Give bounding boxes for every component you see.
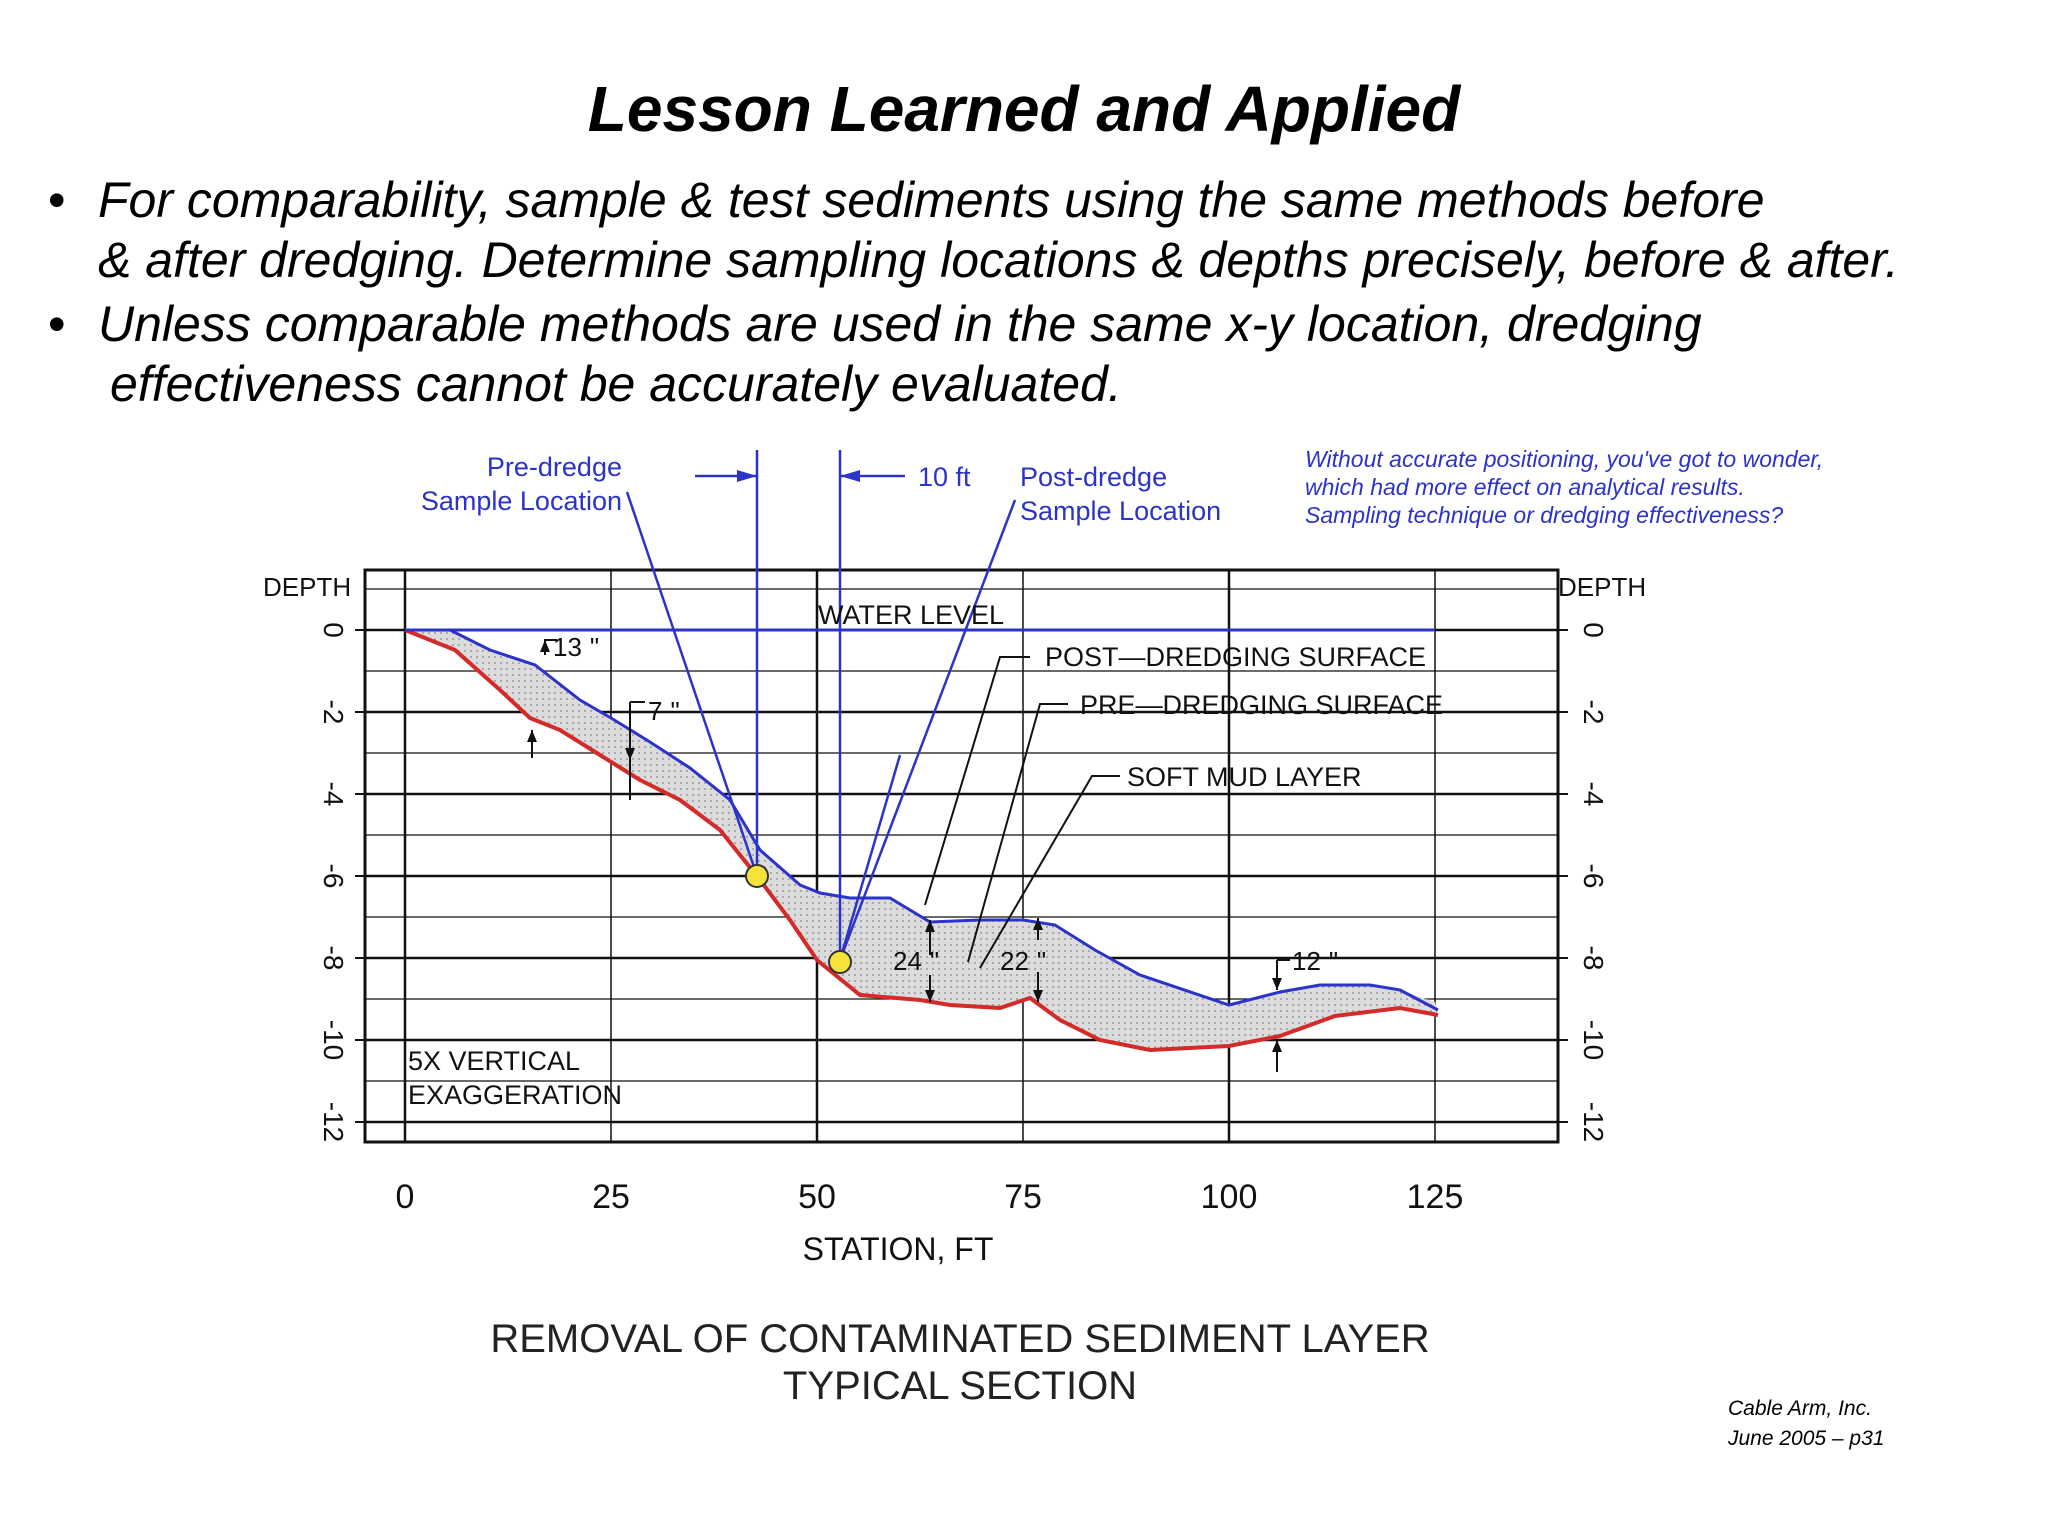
station-tick-0: 0 xyxy=(396,1178,415,1216)
pre-dredge-sample-marker xyxy=(745,864,769,888)
depth-tick-right-0: 0 xyxy=(1578,622,1609,638)
depth-tick-right-4: -4 xyxy=(1578,782,1609,807)
depth-tick-left-4: -4 xyxy=(318,782,349,807)
credit-line-1: Cable Arm, Inc. xyxy=(1728,1397,1872,1420)
bullet-1-line-1: For comparability, sample & test sedimen… xyxy=(98,172,1765,228)
soft-mud-layer xyxy=(405,630,1438,1050)
bullet-1: • For comparability, sample & test sedim… xyxy=(48,170,2028,290)
pre-dredging-surface-label: PRE—DREDGING SURFACE xyxy=(1080,690,1443,720)
station-tick-75: 75 xyxy=(1004,1178,1042,1216)
bullet-2: • Unless comparable methods are used in … xyxy=(48,294,2028,414)
bullet-1-marker: • xyxy=(48,172,66,228)
post-dredging-surface-label: POST—DREDGING SURFACE xyxy=(1045,642,1426,672)
pre-dredging-leader xyxy=(967,703,1068,963)
caption-line-1: REMOVAL OF CONTAMINATED SEDIMENT LAYER xyxy=(490,1317,1429,1361)
thickness-7-label: 7 " xyxy=(648,696,680,726)
pre-dredging-surface-line xyxy=(404,628,1439,1053)
depth-tick-left-6: -6 xyxy=(318,864,349,889)
credit: Cable Arm, Inc. June 2005 – p31 xyxy=(1728,1394,1884,1454)
thickness-13-label: 13 " xyxy=(553,632,599,662)
depth-tick-left-10: -10 xyxy=(318,1020,349,1060)
pre-dredge-label-line-1: Pre-dredge xyxy=(487,452,622,482)
post-dredge-sample-marker xyxy=(828,950,852,974)
thickness-22-label: 22 " xyxy=(1000,946,1046,976)
depth-tick-right-6: -6 xyxy=(1578,864,1609,889)
note-line-1: Without accurate positioning, you've got… xyxy=(1305,446,1823,472)
water-level-label: WATER LEVEL xyxy=(818,600,1004,630)
post-dredge-pointer-line-2 xyxy=(838,754,902,961)
slide-title: Lesson Learned and Applied xyxy=(587,73,1461,145)
depth-tick-right-12: -12 xyxy=(1578,1102,1609,1142)
thickness-24-label: 24 " xyxy=(893,946,939,976)
credit-line-2: June 2005 – p31 xyxy=(1728,1427,1885,1450)
depth-tick-left-2: -2 xyxy=(318,700,349,725)
pre-dredge-label-line-2: Sample Location xyxy=(421,486,622,516)
station-tick-50: 50 xyxy=(798,1178,836,1216)
note-line-3: Sampling technique or dredging effective… xyxy=(1305,502,1783,528)
offset-arrow-right-head xyxy=(840,470,860,482)
exaggeration-line-1: 5X VERTICAL xyxy=(408,1046,580,1076)
station-tick-125: 125 xyxy=(1407,1178,1464,1216)
exaggeration-line-2: EXAGGERATION xyxy=(408,1080,622,1110)
post-dredging-surface-line xyxy=(405,628,1439,1012)
bullet-1-line-2: & after dredging. Determine sampling loc… xyxy=(98,232,1899,288)
depth-tick-right-8: -8 xyxy=(1578,946,1609,971)
soft-mud-layer-label: SOFT MUD LAYER xyxy=(1127,762,1362,792)
bullet-2-line-2: effectiveness cannot be accurately evalu… xyxy=(110,356,1122,412)
note-line-2: which had more effect on analytical resu… xyxy=(1305,474,1745,500)
depth-label-left: DEPTH xyxy=(263,572,351,602)
x-axis-label: STATION, FT xyxy=(803,1231,994,1267)
station-tick-100: 100 xyxy=(1201,1178,1258,1216)
depth-tick-left-12: -12 xyxy=(318,1102,349,1142)
grid-frame xyxy=(363,568,1560,1144)
caption-line-2: TYPICAL SECTION xyxy=(783,1364,1137,1408)
depth-tick-right-2: -2 xyxy=(1578,700,1609,725)
station-tick-25: 25 xyxy=(592,1178,630,1216)
depth-tick-left-0: 0 xyxy=(318,622,349,638)
pre-dredge-pointer-line xyxy=(625,491,759,877)
bullet-2-marker: • xyxy=(48,296,66,352)
post-dredge-label-line-2: Sample Location xyxy=(1020,496,1221,526)
bullet-2-line-1: Unless comparable methods are used in th… xyxy=(98,296,1702,352)
grid xyxy=(363,568,1560,1144)
depth-tick-left-8: -8 xyxy=(318,946,349,971)
depth-tick-right-10: -10 xyxy=(1578,1020,1609,1060)
post-dredging-leader xyxy=(924,656,1030,906)
post-dredge-pointer-line xyxy=(838,499,1017,961)
soft-mud-leader xyxy=(979,775,1120,969)
offset-arrow-left-head xyxy=(737,470,757,482)
offset-label: 10 ft xyxy=(918,462,971,492)
post-dredge-label-line-1: Post-dredge xyxy=(1020,462,1167,492)
thickness-12-label: 12 " xyxy=(1292,946,1338,976)
depth-label-right: DEPTH xyxy=(1558,572,1646,602)
